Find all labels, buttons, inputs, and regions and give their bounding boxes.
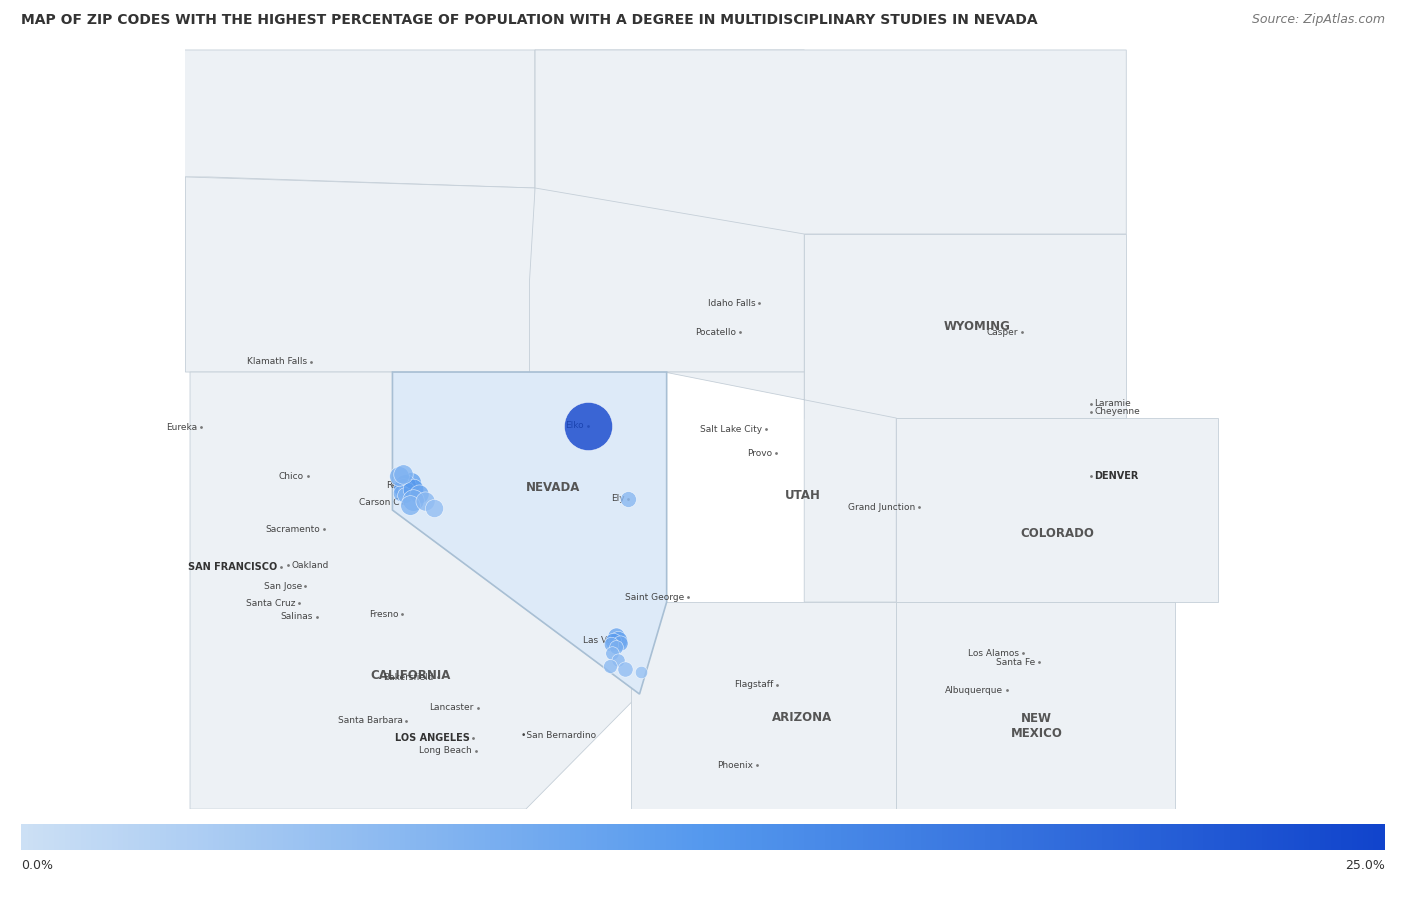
Point: [389, 485, 412, 500]
Point: [602, 645, 624, 660]
Point: [413, 494, 436, 508]
Text: 0.0%: 0.0%: [21, 859, 53, 871]
Point: [606, 633, 628, 647]
Polygon shape: [117, 4, 186, 832]
Point: [396, 484, 419, 498]
Text: Idaho Falls: Idaho Falls: [707, 299, 755, 308]
Text: Oakland: Oakland: [291, 561, 329, 570]
Point: [399, 498, 422, 512]
Text: MAP OF ZIP CODES WITH THE HIGHEST PERCENTAGE OF POPULATION WITH A DEGREE IN MULT: MAP OF ZIP CODES WITH THE HIGHEST PERCEN…: [21, 13, 1038, 28]
Polygon shape: [666, 372, 896, 602]
Text: Albuquerque: Albuquerque: [945, 686, 1002, 695]
Polygon shape: [536, 50, 1126, 234]
Polygon shape: [631, 602, 896, 864]
Text: Salinas: Salinas: [280, 612, 314, 621]
Text: Santa Cruz: Santa Cruz: [246, 599, 295, 608]
Text: DENVER: DENVER: [1094, 471, 1139, 481]
Point: [408, 486, 430, 501]
Text: San Jose: San Jose: [263, 582, 302, 591]
Point: [402, 482, 425, 496]
Text: Los Alamos: Los Alamos: [969, 649, 1019, 658]
Text: Source: ZipAtlas.com: Source: ZipAtlas.com: [1251, 13, 1385, 26]
Point: [605, 628, 627, 643]
Point: [394, 477, 416, 492]
Text: Klamath Falls: Klamath Falls: [246, 358, 307, 367]
Text: Salt Lake City: Salt Lake City: [700, 424, 762, 433]
Point: [602, 634, 624, 648]
Text: Las Ve: Las Ve: [583, 636, 613, 645]
Polygon shape: [896, 418, 1218, 602]
Text: Re: Re: [387, 481, 398, 490]
Polygon shape: [190, 372, 640, 809]
Text: Flagstaff: Flagstaff: [734, 681, 773, 690]
Text: Long Beach: Long Beach: [419, 746, 472, 755]
Point: [399, 475, 422, 489]
Text: Santa Fe: Santa Fe: [997, 658, 1036, 667]
Point: [388, 468, 411, 483]
Polygon shape: [896, 602, 1174, 832]
Point: [391, 467, 413, 481]
Polygon shape: [176, 50, 536, 188]
Polygon shape: [804, 234, 1126, 418]
Polygon shape: [392, 372, 666, 694]
Text: Casper: Casper: [987, 327, 1018, 336]
Point: [423, 501, 446, 515]
Text: Sacramento: Sacramento: [266, 525, 321, 534]
Point: [606, 653, 628, 667]
Text: Saint George: Saint George: [624, 593, 685, 602]
Text: Carson C: Carson C: [359, 498, 399, 507]
Text: NEVADA: NEVADA: [526, 481, 581, 494]
Text: Laramie: Laramie: [1094, 399, 1132, 408]
Text: NEW
MEXICO: NEW MEXICO: [1011, 712, 1063, 740]
Text: WYOMING: WYOMING: [943, 319, 1010, 333]
Text: Santa Barbara: Santa Barbara: [337, 717, 402, 725]
Text: Cheyenne: Cheyenne: [1094, 407, 1140, 416]
Text: Ely: Ely: [610, 494, 624, 503]
Text: Bakersfield: Bakersfield: [384, 672, 434, 681]
Text: 25.0%: 25.0%: [1346, 859, 1385, 871]
Point: [576, 419, 599, 433]
Text: LOS ANGELES: LOS ANGELES: [395, 733, 470, 743]
Point: [605, 639, 627, 654]
Text: Eureka: Eureka: [166, 423, 197, 432]
Text: Provo: Provo: [748, 449, 772, 458]
Text: COLORADO: COLORADO: [1021, 527, 1094, 539]
Text: ARIZONA: ARIZONA: [772, 710, 832, 724]
Text: Phoenix: Phoenix: [717, 761, 754, 770]
Polygon shape: [530, 50, 804, 372]
Point: [392, 481, 415, 495]
Point: [609, 636, 631, 651]
Text: Fresno: Fresno: [368, 610, 398, 619]
Polygon shape: [186, 177, 536, 372]
Point: [617, 492, 640, 506]
Text: Grand Junction: Grand Junction: [848, 503, 915, 512]
Point: [613, 662, 636, 676]
Text: SAN FRANCISCO: SAN FRANCISCO: [188, 562, 277, 572]
Text: •San Bernardino: •San Bernardino: [520, 731, 596, 740]
Text: Chico: Chico: [278, 472, 304, 481]
Text: CALIFORNIA: CALIFORNIA: [371, 669, 451, 682]
Text: UTAH: UTAH: [785, 489, 820, 502]
Point: [599, 659, 621, 673]
Text: Elko: Elko: [565, 422, 583, 431]
Text: Lancaster: Lancaster: [429, 703, 474, 712]
Point: [630, 664, 652, 679]
Point: [600, 637, 623, 652]
Point: [402, 493, 425, 507]
Point: [394, 487, 416, 502]
Text: Pocatello: Pocatello: [696, 328, 737, 337]
